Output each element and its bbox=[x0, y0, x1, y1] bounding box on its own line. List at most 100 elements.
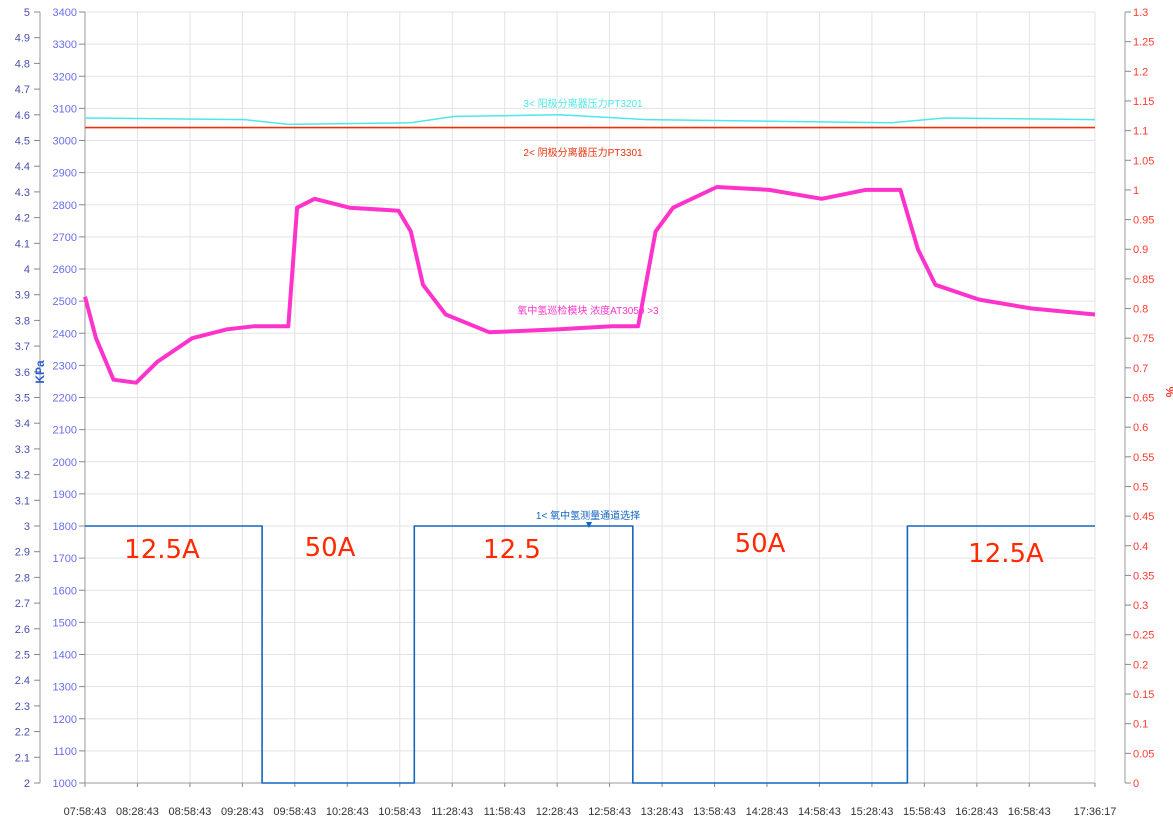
kpa-y-tick-label: 2300 bbox=[53, 360, 77, 372]
x-tick-label: 09:58:43 bbox=[273, 806, 316, 818]
pct-y-tick-label: 0.85 bbox=[1133, 274, 1154, 286]
current-annotation: 12.5A bbox=[968, 539, 1044, 569]
outer-y-tick-label: 2.1 bbox=[15, 752, 30, 764]
kpa-y-tick-label: 1800 bbox=[53, 521, 77, 533]
h2-in-o2-series bbox=[83, 185, 1096, 385]
pct-y-tick-label: 0.15 bbox=[1133, 689, 1154, 701]
outer-y-tick-label: 4.5 bbox=[15, 136, 30, 148]
outer-y-tick-label: 2.6 bbox=[15, 624, 30, 636]
kpa-axis-title: KPa bbox=[33, 360, 47, 384]
kpa-y-tick-label: 1000 bbox=[53, 778, 77, 790]
pct-y-tick-label: 1.15 bbox=[1133, 96, 1154, 108]
kpa-y-tick-label: 2000 bbox=[53, 457, 77, 469]
x-tick-label: 12:58:43 bbox=[588, 806, 631, 818]
pct-y-tick-label: 0.95 bbox=[1133, 215, 1154, 227]
outer-y-tick-label: 2.2 bbox=[15, 727, 30, 739]
outer-y-tick-label: 3.7 bbox=[15, 341, 30, 353]
outer-y-tick-label: 2.5 bbox=[15, 650, 30, 662]
x-tick-label: 14:28:43 bbox=[746, 806, 789, 818]
pct-y-tick-label: 0.75 bbox=[1133, 333, 1154, 345]
outer-y-tick-label: 4.3 bbox=[15, 187, 30, 199]
pct-y-tick-label: 1.05 bbox=[1133, 155, 1154, 167]
series-label: 3< 阳极分离器压力PT3201 bbox=[523, 97, 643, 110]
pct-y-tick-label: 1.3 bbox=[1133, 7, 1148, 19]
pct-y-tick-label: 0.2 bbox=[1133, 659, 1148, 671]
outer-y-tick-label: 3.9 bbox=[15, 290, 30, 302]
outer-y-tick-label: 3.2 bbox=[15, 470, 30, 482]
outer-y-tick-label: 3.3 bbox=[15, 444, 30, 456]
kpa-y-tick-label: 3000 bbox=[53, 136, 77, 148]
outer-y-tick-label: 4.1 bbox=[15, 238, 30, 250]
current-annotation: 50A bbox=[735, 529, 786, 559]
outer-y-tick-label: 4 bbox=[24, 264, 30, 276]
current-annotation: 50A bbox=[305, 533, 356, 563]
outer-y-tick-label: 2 bbox=[24, 778, 30, 790]
kpa-y-tick-label: 1700 bbox=[53, 553, 77, 565]
chart-labels: 1< 氧中氢测量通道选择 2< 阴极分离器压力PT3301 3< 阳极分离器压力PT… bbox=[124, 97, 1044, 569]
current-annotation: 12.5A bbox=[124, 535, 200, 565]
pct-y-tick-label: 1.25 bbox=[1133, 37, 1154, 49]
kpa-y-tick-label: 1600 bbox=[53, 585, 77, 597]
channel-select-series bbox=[85, 525, 1095, 784]
pct-y-tick-label: 0.1 bbox=[1133, 719, 1148, 731]
pct-y-tick-label: 0.25 bbox=[1133, 630, 1154, 642]
kpa-y-tick-label: 1100 bbox=[53, 746, 77, 758]
pct-y-tick-label: 0.3 bbox=[1133, 600, 1148, 612]
chart-axes: 07:58:43 08:28:43 08:58:43 09:28:43 09:58:43… bbox=[15, 7, 1173, 818]
kpa-y-tick-label: 1200 bbox=[53, 714, 77, 726]
kpa-y-tick-label: 1900 bbox=[53, 489, 77, 501]
x-tick-label: 16:28:43 bbox=[955, 806, 998, 818]
outer-y-tick-label: 4.8 bbox=[15, 58, 30, 70]
series-label: 2< 阴极分离器压力PT3301 bbox=[523, 146, 643, 159]
pct-y-tick-label: 0.35 bbox=[1133, 570, 1154, 582]
pct-y-tick-label: 0.5 bbox=[1133, 481, 1148, 493]
channel-marker bbox=[586, 522, 592, 528]
kpa-y-tick-label: 2700 bbox=[53, 232, 77, 244]
kpa-y-tick-label: 1300 bbox=[53, 682, 77, 694]
outer-y-tick-label: 4.4 bbox=[15, 161, 30, 173]
outer-y-tick-label: 2.4 bbox=[15, 675, 30, 687]
x-tick-label: 10:28:43 bbox=[326, 806, 369, 818]
outer-y-tick-label: 3.1 bbox=[15, 495, 30, 507]
kpa-y-tick-label: 3100 bbox=[53, 103, 77, 115]
x-tick-label: 07:58:43 bbox=[64, 806, 107, 818]
kpa-y-tick-label: 2400 bbox=[53, 328, 77, 340]
x-tick-label: 13:28:43 bbox=[641, 806, 684, 818]
x-tick-label: 13:58:43 bbox=[693, 806, 736, 818]
kpa-y-tick-label: 2900 bbox=[53, 168, 77, 180]
x-tick-label: 16:58:43 bbox=[1008, 806, 1051, 818]
pct-y-tick-label: 0.4 bbox=[1133, 541, 1148, 553]
pct-axis-title: % bbox=[1163, 387, 1173, 398]
kpa-y-tick-label: 2800 bbox=[53, 200, 77, 212]
current-annotation: 12.5 bbox=[483, 535, 541, 565]
outer-y-tick-label: 2.3 bbox=[15, 701, 30, 713]
outer-y-tick-label: 2.8 bbox=[15, 572, 30, 584]
outer-y-tick-label: 2.7 bbox=[15, 598, 30, 610]
x-tick-label: 17:36:17 bbox=[1074, 806, 1117, 818]
pct-y-tick-label: 1.1 bbox=[1133, 126, 1148, 138]
pct-y-tick-label: 0.65 bbox=[1133, 393, 1154, 405]
pct-y-tick-label: 0.7 bbox=[1133, 363, 1148, 375]
series-label: 1< 氧中氢测量通道选择 bbox=[536, 509, 640, 522]
kpa-y-tick-label: 1400 bbox=[53, 650, 77, 662]
x-tick-label: 09:28:43 bbox=[221, 806, 264, 818]
outer-y-tick-label: 2.9 bbox=[15, 547, 30, 559]
x-tick-label: 08:28:43 bbox=[116, 806, 159, 818]
anode-pressure-series bbox=[84, 114, 1096, 126]
pct-y-tick-label: 1.2 bbox=[1133, 66, 1148, 78]
kpa-y-tick-label: 2600 bbox=[53, 264, 77, 276]
outer-y-tick-label: 3 bbox=[24, 521, 30, 533]
x-tick-label: 11:58:43 bbox=[484, 806, 526, 818]
pct-y-tick-label: 0.45 bbox=[1133, 511, 1154, 523]
x-tick-label: 15:28:43 bbox=[851, 806, 894, 818]
x-tick-label: 11:28:43 bbox=[431, 806, 473, 818]
pct-y-tick-label: 0.9 bbox=[1133, 244, 1148, 256]
kpa-y-tick-label: 3300 bbox=[53, 39, 77, 51]
outer-y-tick-label: 4.7 bbox=[15, 84, 30, 96]
kpa-y-tick-label: 1500 bbox=[53, 617, 77, 629]
pct-y-tick-label: 0.05 bbox=[1133, 748, 1154, 760]
x-tick-label: 10:58:43 bbox=[378, 806, 421, 818]
kpa-y-tick-label: 3200 bbox=[53, 71, 77, 83]
kpa-y-tick-label: 3400 bbox=[53, 7, 77, 19]
